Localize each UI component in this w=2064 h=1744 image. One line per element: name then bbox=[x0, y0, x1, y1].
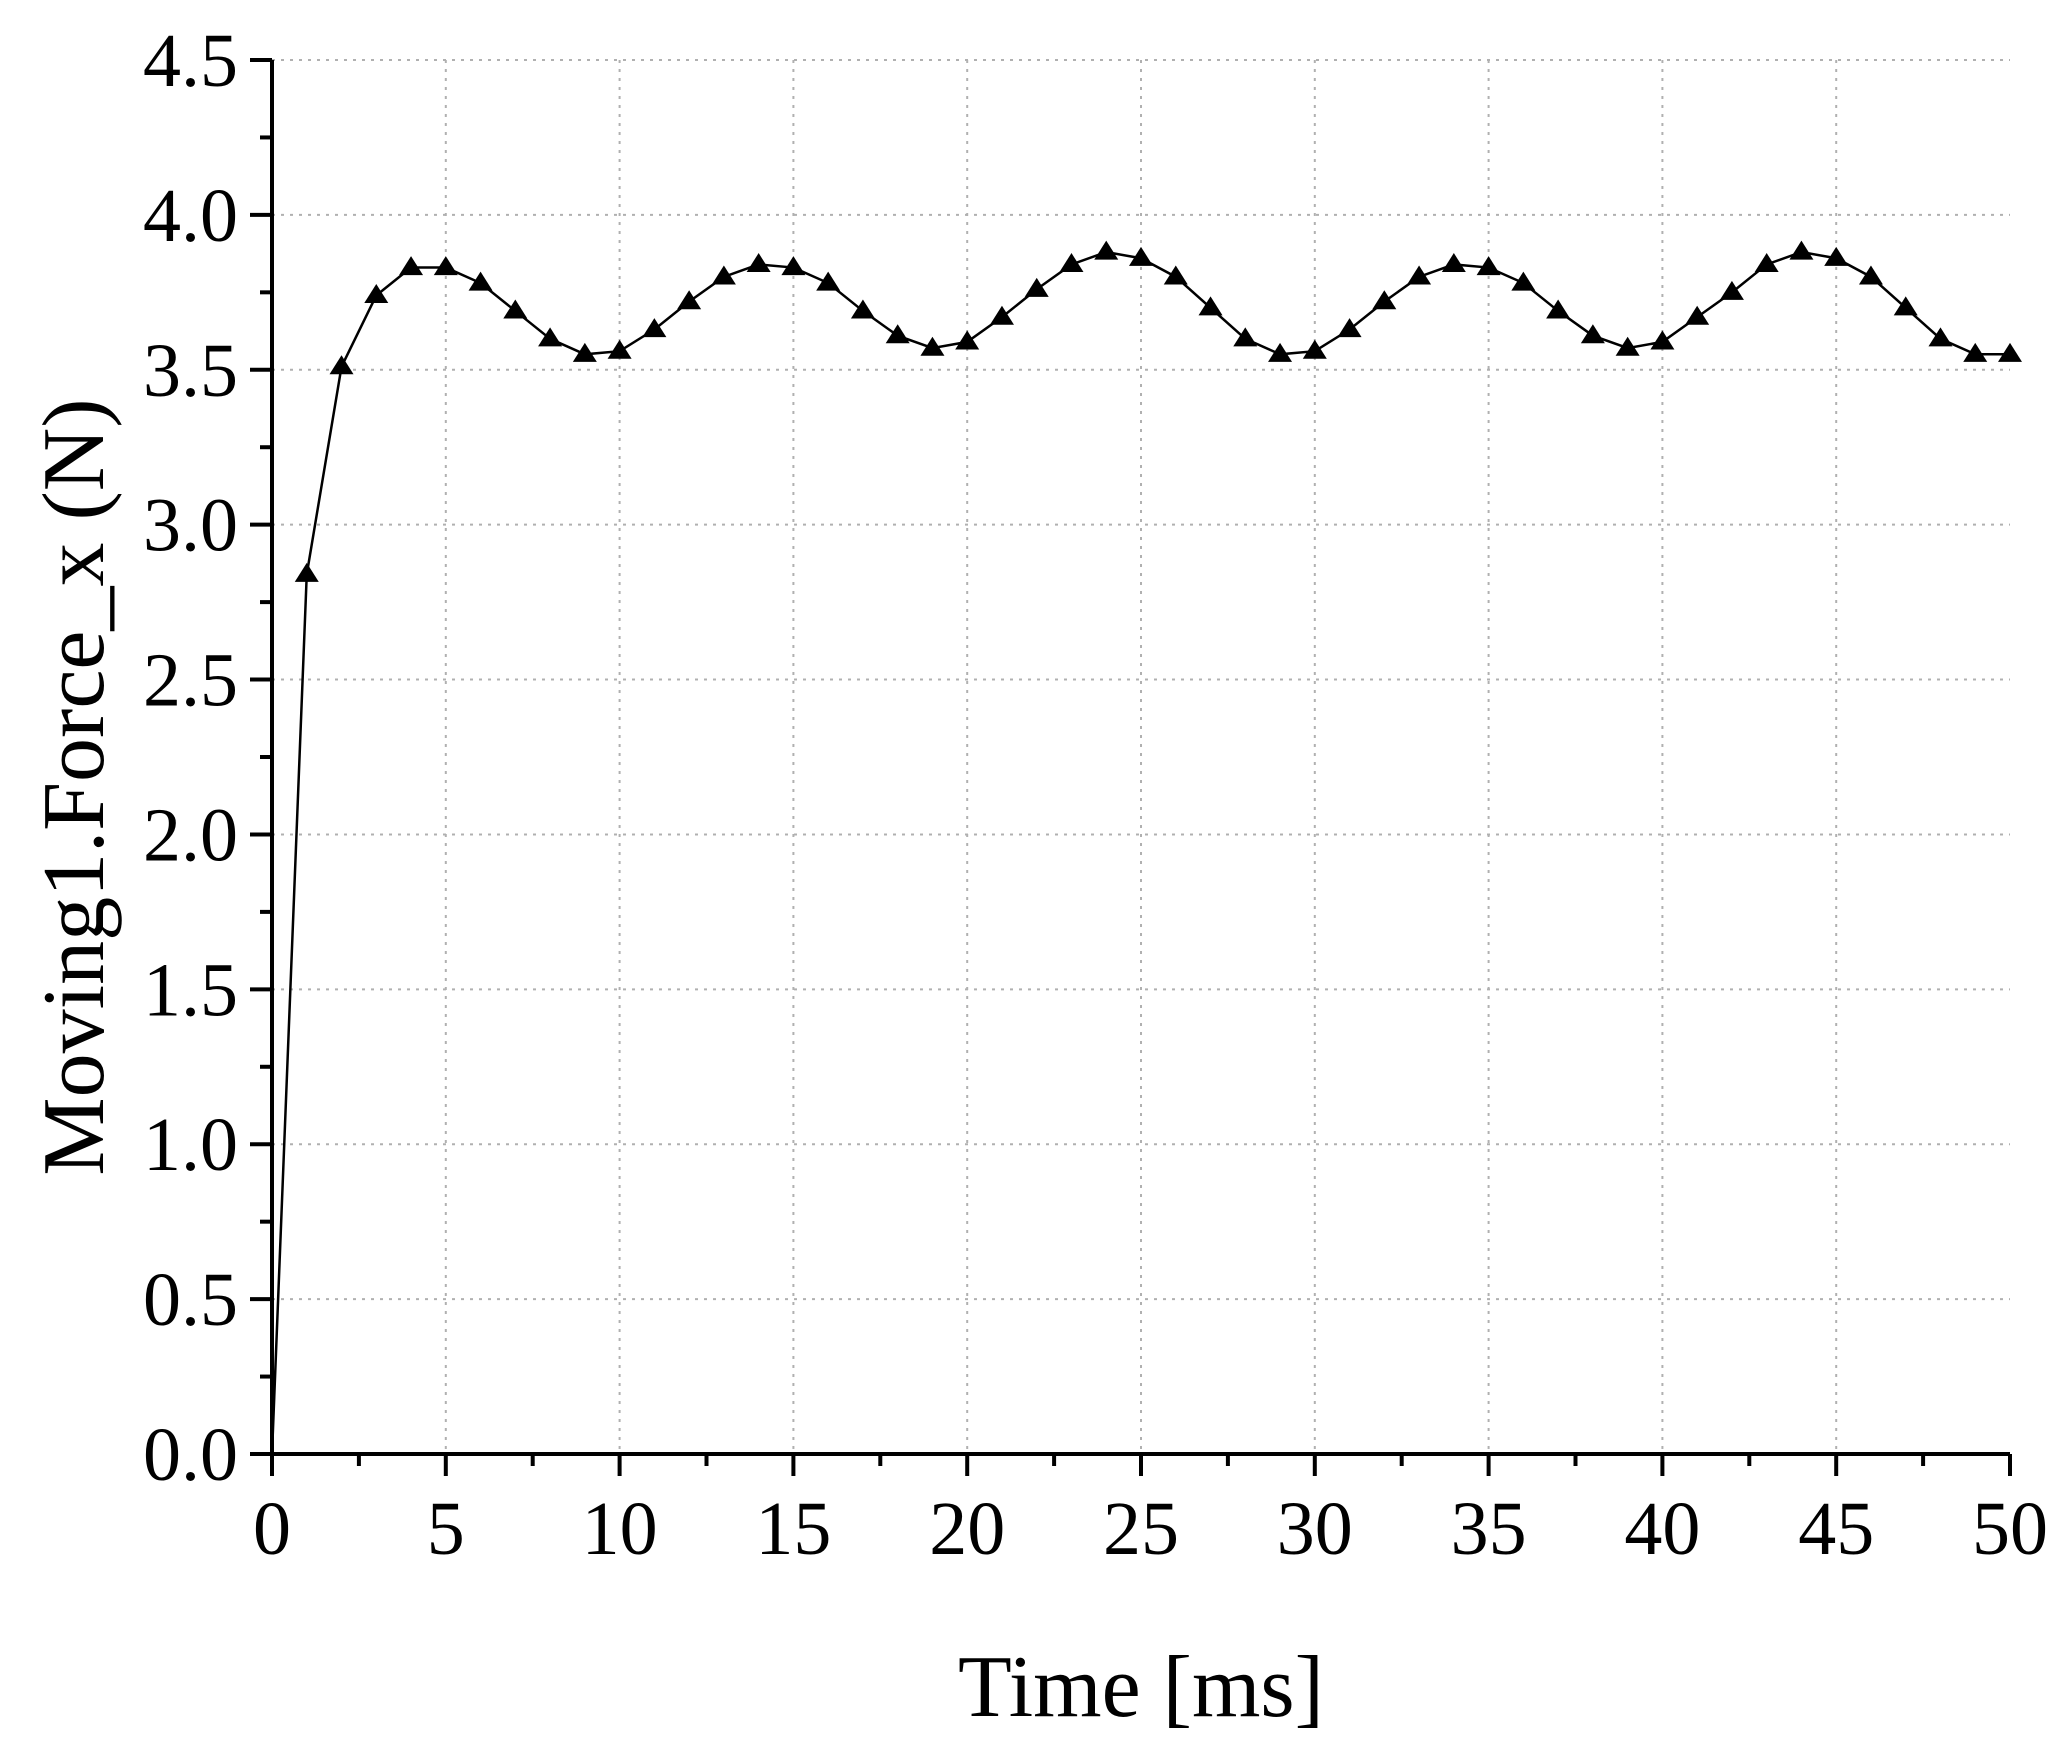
y-tick-label: 0.5 bbox=[143, 1258, 238, 1342]
data-point bbox=[1441, 253, 1466, 273]
x-tick-label: 50 bbox=[1972, 1487, 2048, 1571]
data-point bbox=[1685, 305, 1710, 325]
data-point bbox=[1998, 342, 2022, 362]
data-point bbox=[920, 336, 945, 356]
data-point bbox=[468, 271, 493, 291]
data-point bbox=[1858, 265, 1883, 285]
data-point bbox=[1615, 336, 1640, 356]
data-point bbox=[1163, 265, 1188, 285]
x-tick-label: 40 bbox=[1624, 1487, 1700, 1571]
data-point bbox=[1268, 342, 1293, 362]
y-tick-label: 3.5 bbox=[143, 329, 238, 413]
data-point bbox=[433, 256, 458, 276]
data-point bbox=[364, 284, 389, 304]
data-point bbox=[1129, 246, 1153, 266]
data-point bbox=[781, 256, 806, 276]
data-point bbox=[1476, 256, 1501, 276]
data-point bbox=[642, 318, 667, 338]
y-tick-label: 0.0 bbox=[143, 1413, 238, 1497]
y-tick-label: 3.0 bbox=[143, 484, 238, 568]
x-tick-label: 0 bbox=[253, 1487, 291, 1571]
x-tick-label: 25 bbox=[1103, 1487, 1179, 1571]
data-point bbox=[1650, 330, 1675, 350]
data-point bbox=[1754, 253, 1779, 273]
data-point bbox=[1233, 327, 1258, 347]
data-point bbox=[955, 330, 980, 350]
data-point bbox=[746, 253, 771, 273]
x-tick-label: 5 bbox=[427, 1487, 465, 1571]
grid bbox=[272, 59, 2010, 1454]
data-point bbox=[1198, 296, 1223, 316]
data-point bbox=[677, 290, 702, 310]
y-tick-label: 1.5 bbox=[143, 948, 238, 1032]
data-point bbox=[1789, 240, 1814, 260]
data-point bbox=[294, 562, 319, 582]
data-point bbox=[1302, 339, 1327, 359]
data-point bbox=[607, 339, 632, 359]
data-point bbox=[989, 305, 1014, 325]
data-point bbox=[1824, 246, 1849, 266]
data-point bbox=[538, 327, 563, 347]
data-point bbox=[711, 265, 736, 285]
x-tick-label: 30 bbox=[1277, 1487, 1353, 1571]
x-tick-label: 45 bbox=[1798, 1487, 1874, 1571]
data-point bbox=[1963, 342, 1988, 362]
data-point bbox=[329, 355, 354, 375]
y-axis-title: Moving1.Force_x (N) bbox=[26, 398, 123, 1175]
tick-labels: 0 5 10 15 20 25 30 35 40 45 50 0.0 0.5 1.0 1.5 2.0 2.5 3.… bbox=[143, 19, 2048, 1571]
data-point bbox=[1511, 271, 1536, 291]
data-point bbox=[850, 299, 875, 319]
x-tick-label: 10 bbox=[582, 1487, 658, 1571]
data-point bbox=[816, 271, 841, 291]
data-point bbox=[399, 256, 424, 276]
x-tick-label: 15 bbox=[755, 1487, 831, 1571]
data-point bbox=[1928, 327, 1953, 347]
data-point bbox=[572, 342, 597, 362]
data-point bbox=[1094, 240, 1119, 260]
ticks bbox=[250, 58, 2012, 1476]
series-force-x bbox=[270, 240, 2022, 1455]
data-point bbox=[1893, 296, 1918, 316]
y-tick-label: 1.0 bbox=[143, 1103, 238, 1187]
data-point bbox=[1059, 253, 1084, 273]
data-point bbox=[503, 299, 528, 319]
x-tick-label: 35 bbox=[1451, 1487, 1527, 1571]
data-point bbox=[1337, 318, 1362, 338]
y-tick-label: 2.0 bbox=[143, 793, 238, 877]
x-tick-label: 20 bbox=[929, 1487, 1005, 1571]
x-axis-title: Time [ms] bbox=[958, 1639, 1324, 1736]
y-tick-label: 2.5 bbox=[143, 639, 238, 723]
y-tick-label: 4.5 bbox=[143, 19, 238, 103]
data-point bbox=[1719, 280, 1744, 300]
data-point bbox=[1546, 299, 1571, 319]
y-tick-label: 4.0 bbox=[143, 174, 238, 258]
data-point bbox=[1580, 324, 1605, 344]
data-point bbox=[885, 324, 910, 344]
data-point bbox=[1407, 265, 1432, 285]
data-point bbox=[1372, 290, 1397, 310]
data-point bbox=[1024, 277, 1049, 297]
